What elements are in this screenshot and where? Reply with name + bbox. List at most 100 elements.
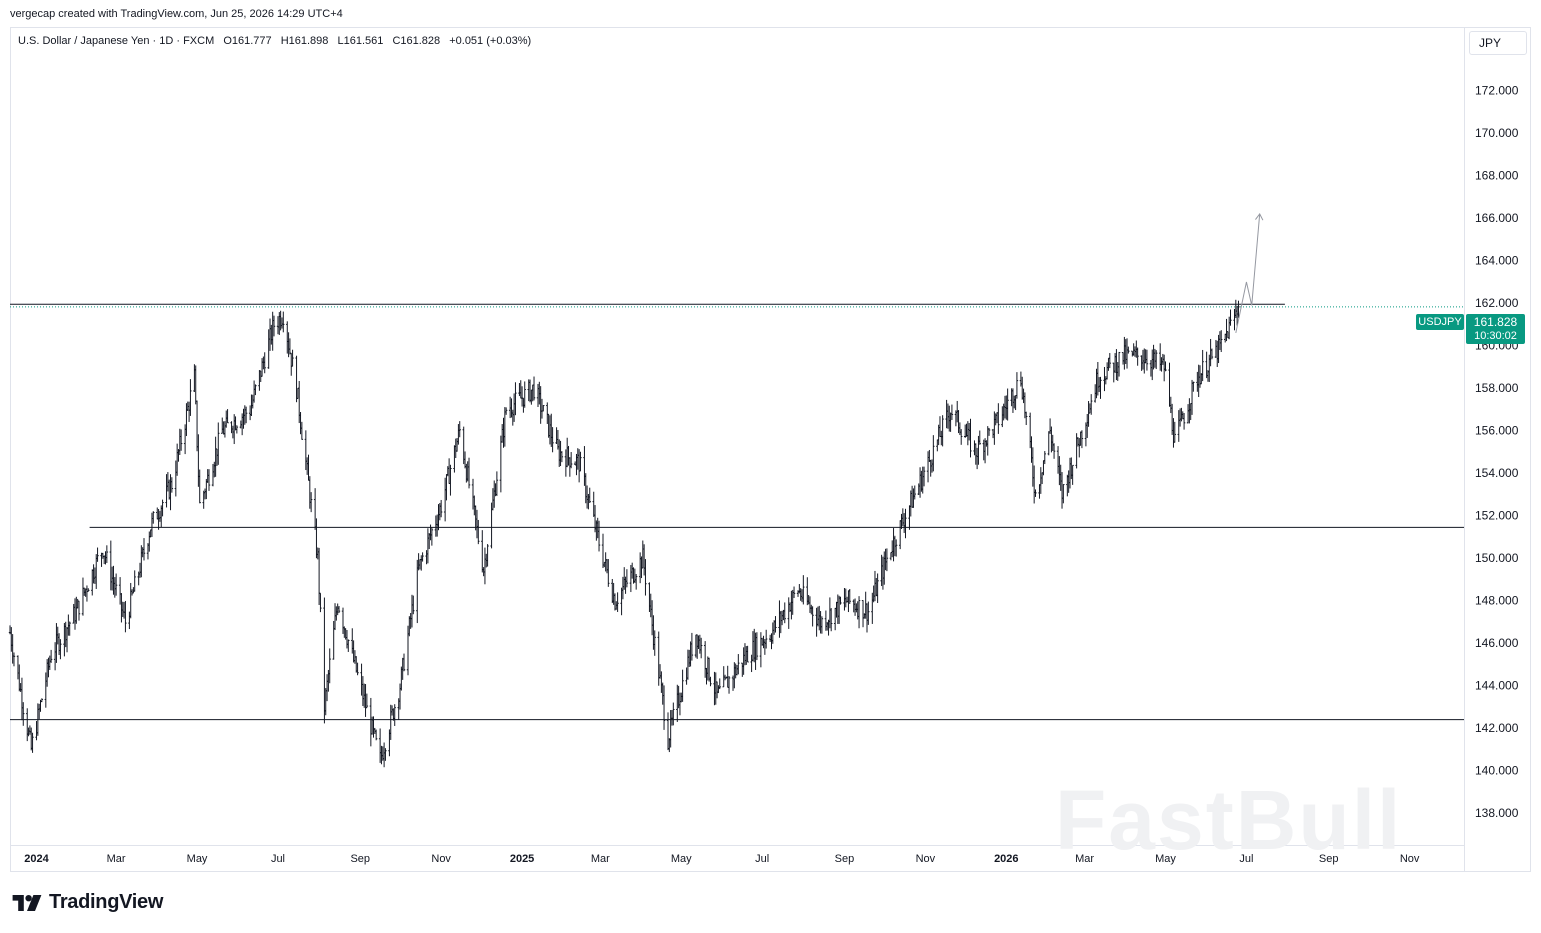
chart-credit: vergecap created with TradingView.com, J… — [10, 8, 343, 20]
ohlc-bar — [31, 732, 34, 753]
ohlc-bar — [1062, 484, 1065, 504]
ohlc-bar — [124, 600, 127, 633]
price-tick-label: 142.000 — [1475, 721, 1519, 735]
last-price-label: 161.828 10:30:02 — [1466, 314, 1525, 344]
ohlc-bar — [987, 427, 991, 436]
ohlc-bar — [783, 602, 786, 624]
time-tick-label: Mar — [1075, 853, 1094, 865]
ohlc-bar — [644, 559, 647, 596]
ohlc-bar — [235, 425, 239, 434]
ohlc-bar — [867, 601, 870, 625]
ohlc-bar — [356, 662, 359, 676]
ohlc-bar — [49, 649, 53, 663]
ohlc-bar — [189, 379, 192, 416]
ohlc-bar — [681, 669, 684, 702]
ohlc-bar — [170, 477, 174, 493]
ohlc-bar — [1080, 430, 1084, 449]
price-tick-label: 170.000 — [1475, 126, 1519, 140]
ohlc-bar — [1034, 489, 1037, 497]
ohlc-bar — [774, 616, 777, 633]
ohlc-bar — [300, 421, 304, 440]
ohlc-bar — [978, 430, 981, 445]
ohlc-bar — [1145, 349, 1149, 371]
time-tick-label: Sep — [350, 853, 370, 865]
price-tick-label: 154.000 — [1475, 466, 1519, 480]
ohlc-bar — [960, 429, 963, 445]
ohlc-bar — [1136, 347, 1139, 366]
ohlc-bar — [393, 704, 396, 726]
fastbull-watermark: FastBull — [1055, 773, 1403, 867]
ohlc-bar — [254, 384, 257, 396]
ohlc-bar — [653, 630, 656, 656]
ohlc-bar — [542, 405, 545, 412]
ohlc-bar — [365, 693, 369, 709]
ohlc-bar — [1173, 421, 1176, 443]
ohlc-bar — [829, 608, 833, 632]
ohlc-bar — [616, 592, 619, 612]
price-tick-label: 172.000 — [1475, 84, 1519, 98]
ohlc-bar — [625, 569, 629, 588]
ohlc-bar — [969, 418, 972, 458]
time-tick-label: 2026 — [994, 853, 1018, 865]
ohlc-bar — [1117, 351, 1121, 377]
ohlc-bar — [1201, 349, 1204, 382]
ohlc-bar — [857, 596, 861, 629]
legend-low: L161.561 — [337, 35, 384, 47]
ohlc-bar — [588, 487, 591, 504]
ohlc-bar — [430, 527, 434, 546]
ohlc-bar — [560, 451, 564, 463]
ohlc-bar — [634, 573, 638, 590]
legend-close: C161.828 — [392, 35, 441, 47]
legend-open: O161.777 — [223, 35, 272, 47]
price-tick-label: 152.000 — [1475, 509, 1519, 523]
ohlc-bar — [699, 637, 703, 659]
ohlc-bar — [309, 492, 313, 513]
tradingview-brand[interactable]: TradingView — [12, 891, 163, 914]
ohlc-bar — [499, 435, 503, 493]
last-price-value: 161.828 — [1473, 315, 1518, 329]
time-tick-label: Jul — [755, 853, 769, 865]
ohlc-bar — [569, 452, 573, 469]
time-axis-ticks: 2024 Mar May Jul Sep Nov 2025 Mar May Jul Sep Nov 20… — [24, 853, 1420, 865]
ohlc-bar — [22, 702, 25, 726]
ohlc-bar — [244, 406, 248, 424]
ohlc-bar — [1127, 346, 1130, 354]
ohlc-bar — [198, 469, 201, 504]
currency-selector[interactable]: JPY — [1469, 31, 1527, 55]
time-tick-label: Jul — [271, 853, 285, 865]
ohlc-bar — [997, 403, 1000, 434]
time-tick-label: Nov — [431, 853, 451, 865]
ohlc-bar — [913, 485, 916, 500]
ohlc-bar — [904, 508, 907, 539]
ohlc-bar — [1052, 443, 1056, 459]
price-bars — [8, 299, 1240, 768]
price-axis-divider — [1464, 27, 1465, 872]
ohlc-bar — [402, 653, 406, 672]
ohlc-bar — [1192, 381, 1195, 392]
time-tick-label: Mar — [591, 853, 610, 865]
ohlc-bar — [718, 678, 721, 690]
ohlc-bar — [532, 376, 536, 401]
ohlc-bar — [12, 652, 16, 667]
ohlc-bar — [337, 606, 341, 614]
ohlc-bar — [282, 311, 285, 333]
ohlc-bar — [941, 415, 944, 447]
time-tick-label: Sep — [1319, 853, 1339, 865]
ohlc-bar — [792, 586, 796, 599]
ohlc-bar — [727, 676, 731, 694]
ohlc-bar — [820, 616, 824, 634]
time-tick-label: Nov — [916, 853, 936, 865]
ohlc-bar — [755, 632, 759, 661]
ohlc-bar — [1047, 431, 1050, 456]
ohlc-bar — [142, 538, 146, 561]
ohlc-bar — [746, 645, 749, 663]
ohlc-bar — [458, 421, 461, 438]
ohlc-bar — [932, 435, 935, 472]
ohlc-bar — [1164, 361, 1167, 372]
price-tick-label: 164.000 — [1475, 254, 1519, 268]
ohlc-bar — [59, 639, 62, 660]
time-tick-label: May — [187, 853, 208, 865]
ohlc-bar — [690, 632, 694, 661]
ohlc-bar — [412, 595, 415, 615]
